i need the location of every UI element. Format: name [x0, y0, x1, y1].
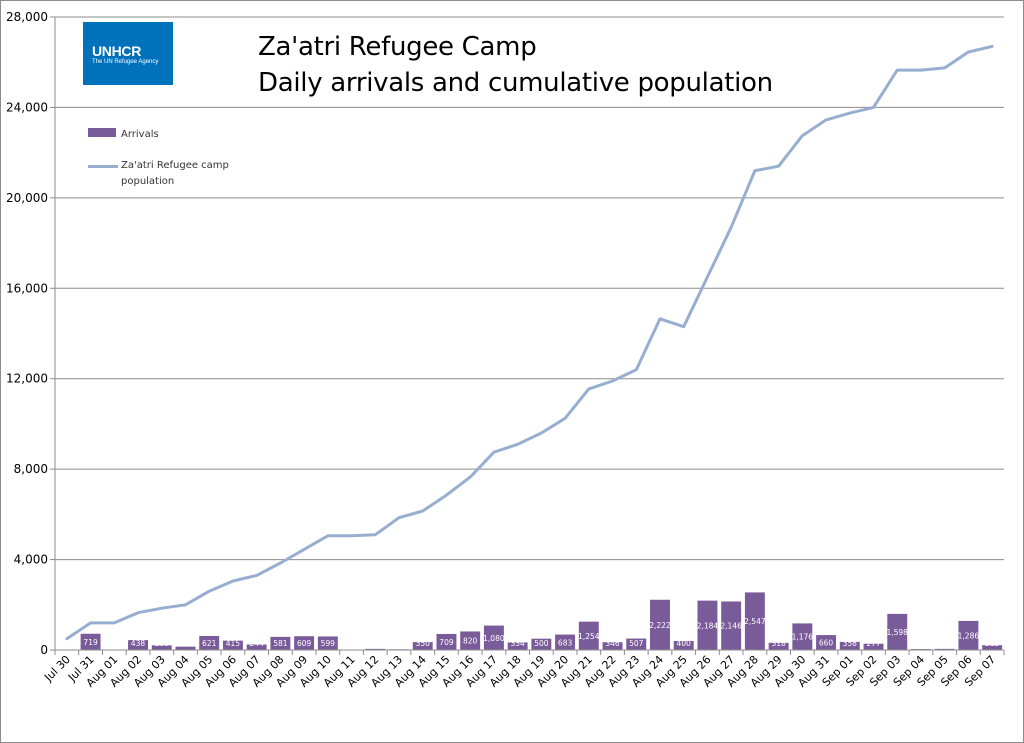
population-line [65, 44, 994, 641]
arrival-bar [887, 613, 908, 650]
bar-data-label: 277 [866, 639, 881, 648]
bar-data-label: 400 [677, 639, 692, 648]
arrival-bar [768, 642, 789, 650]
bar-data-label: 820 [463, 637, 478, 646]
bar-data-label: 660 [819, 639, 834, 648]
bar-data-label: 438 [131, 639, 146, 648]
legend-line-swatch [88, 165, 118, 168]
arrival-bar [80, 633, 101, 650]
arrival-bar [460, 631, 481, 650]
bar-data-label: 1,080 [483, 634, 505, 643]
arrival-bar [294, 636, 315, 650]
legend-label-population: Za'atri Refugee camp population [121, 160, 229, 187]
x-tick-label: Jul 30 [41, 653, 73, 685]
arrival-bar [175, 646, 196, 650]
bar-data-label: 2,222 [649, 621, 671, 630]
arrival-bar [365, 648, 386, 650]
arrival-bar [151, 645, 172, 650]
arrival-bar [744, 592, 765, 650]
bar-data-label: 1,254 [578, 632, 600, 641]
bar-data-label: 719 [83, 638, 98, 647]
arrival-bar [934, 648, 955, 650]
bar-data-label: 1,176 [792, 633, 814, 642]
bar-data-label: 244 [249, 639, 264, 648]
bar-data-label: 212 [985, 639, 1000, 648]
arrival-bar [199, 635, 220, 650]
chart-title-line1: Za'atri Refugee Camp [258, 32, 537, 62]
arrival-bar [270, 636, 291, 650]
y-tick-label: 24,000 [6, 100, 48, 114]
arrival-bar [626, 638, 647, 650]
arrival-bar [650, 599, 670, 650]
bar-data-label: 350 [416, 639, 431, 648]
arrival-bar [483, 625, 504, 650]
bar-data-label: 1,598 [886, 628, 908, 637]
bar-data-label: 415 [226, 639, 241, 648]
bar-data-label: 609 [297, 639, 312, 648]
arrival-bar [436, 633, 457, 650]
bar-data-label: 599 [321, 639, 336, 648]
gridlines [55, 16, 1004, 561]
legend-label-arrivals: Arrivals [121, 129, 159, 140]
arrival-bar [578, 621, 599, 650]
y-tick-label: 20,000 [6, 191, 48, 205]
arrival-bar [816, 635, 837, 650]
bar-data-label: 2,184 [697, 621, 719, 630]
arrival-bar [982, 645, 1003, 650]
bar-data-label: 2,547 [744, 617, 766, 626]
logo-text: UNHCR [92, 43, 142, 59]
bar-data-label: 621 [202, 639, 217, 648]
arrival-bar [555, 634, 576, 650]
chart-title-line2: Daily arrivals and cumulative population [258, 68, 773, 98]
bar-data-label: 318 [771, 639, 786, 648]
bar-data-label: 346 [605, 639, 620, 648]
arrival-bar [721, 601, 742, 650]
arrival-bar [128, 640, 149, 650]
bar-data-label: 148 [178, 639, 193, 648]
bar-data-label: 1,286 [958, 631, 980, 640]
unhcr-logo: UNHCR The UN Refugee Agency [83, 22, 173, 85]
y-tick-label: 4,000 [14, 553, 48, 567]
chart-title: Za'atri Refugee Camp Daily arrivals and … [258, 29, 773, 101]
arrival-bar [958, 620, 979, 650]
arrival-bar [863, 643, 884, 650]
bar-data-label: 358 [843, 639, 858, 648]
bar-data-label: 500 [534, 639, 549, 648]
bar-data-label: 2,146 [720, 622, 742, 631]
arrival-bar [602, 642, 623, 650]
arrival-bar [317, 636, 338, 650]
population-line-group [65, 44, 994, 641]
bar-data-label: 206 [155, 639, 170, 648]
y-tick-label: 0 [40, 643, 48, 657]
arrival-bar [697, 600, 718, 650]
arrival-bar [246, 644, 267, 650]
arrival-bar [531, 638, 552, 650]
arrival-bar [222, 640, 243, 650]
y-tick-label: 16,000 [6, 281, 48, 295]
bar-data-labels: 719 438 206 148 621 415 244 581 609 599 350 709 820 1… [83, 617, 999, 648]
arrival-bar [507, 642, 528, 650]
bar-data-label: 507 [629, 639, 644, 648]
arrival-bar [412, 642, 433, 650]
bar-data-label: 683 [558, 638, 573, 647]
bar-data-label: 581 [273, 639, 288, 648]
arrival-bar [792, 623, 813, 650]
bar-data-label: 334 [510, 639, 525, 648]
bar-data-label: 709 [439, 638, 454, 647]
y-tick-label: 8,000 [14, 462, 48, 476]
arrival-bars [80, 592, 1003, 650]
legend-bar-swatch [88, 128, 116, 137]
y-tick-label: 12,000 [6, 372, 48, 386]
arrival-bar [673, 640, 694, 650]
logo-tagline: The UN Refugee Agency [92, 59, 159, 65]
y-tick-label: 28,000 [6, 10, 48, 24]
arrival-bar [839, 641, 860, 650]
